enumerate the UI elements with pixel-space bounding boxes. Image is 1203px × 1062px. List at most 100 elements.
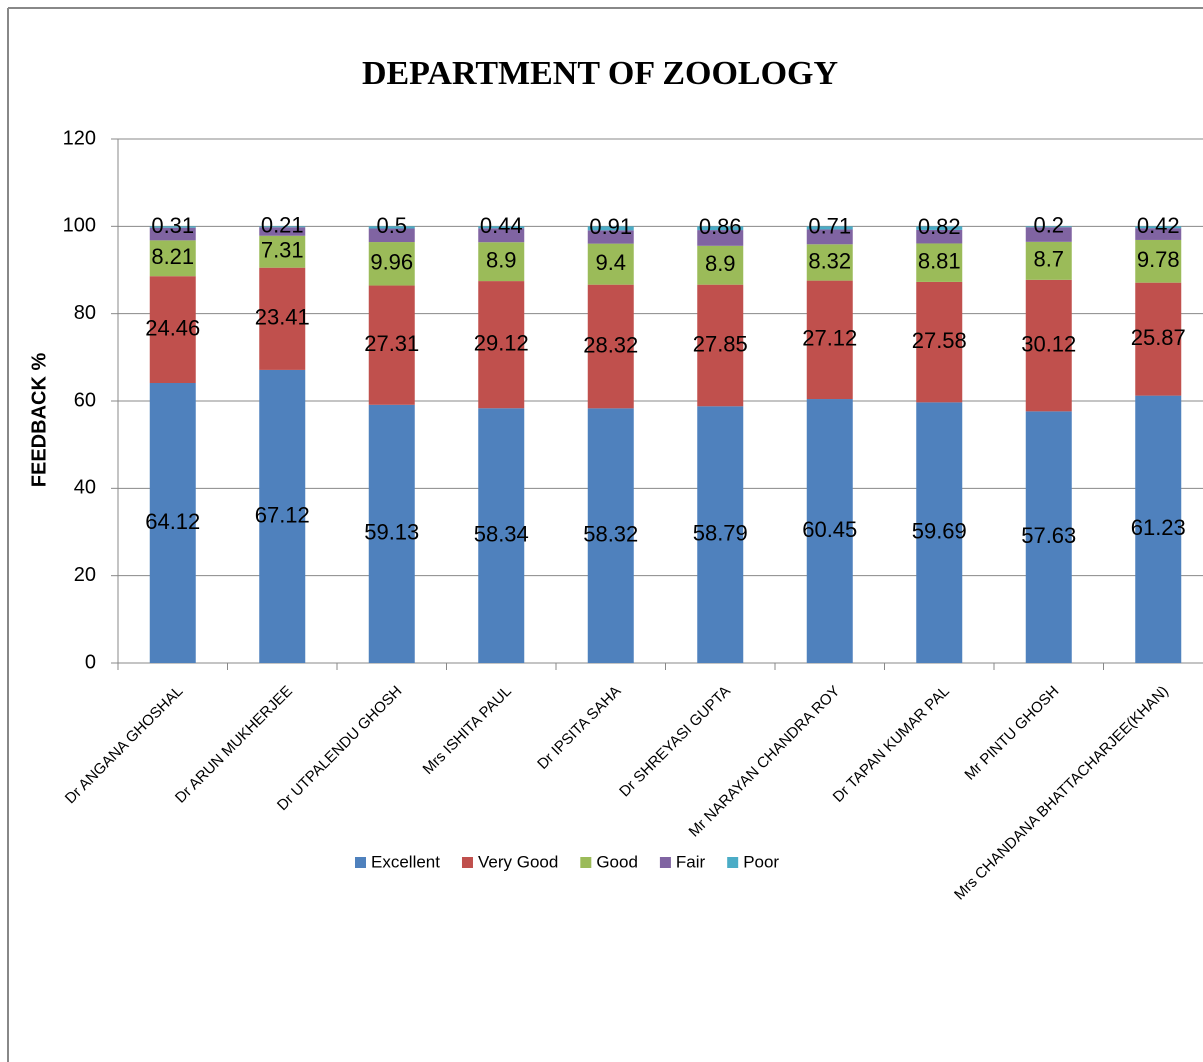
data-label: 8.21	[151, 244, 194, 269]
bar-segment	[149, 227, 196, 241]
y-tick-label: 80	[74, 302, 96, 324]
bar-segment	[697, 226, 744, 231]
bar-segment	[259, 235, 306, 268]
x-tick-label: Dr ARUN MUKHERJEE	[172, 683, 296, 807]
data-label: 24.46	[145, 315, 200, 340]
data-label: 0.71	[808, 214, 851, 239]
y-tick-label: 100	[63, 215, 96, 237]
data-label: 0.91	[589, 214, 632, 239]
data-label: 57.63	[1021, 523, 1076, 548]
bar-segment	[1135, 228, 1182, 240]
bar-segment	[806, 226, 853, 230]
data-label: 58.34	[474, 521, 529, 546]
x-tick-label: Dr SHREYASI GUPTA	[616, 683, 734, 801]
bar-segment	[916, 226, 963, 230]
data-label: 0.82	[918, 214, 961, 239]
bar-segment	[149, 226, 196, 228]
data-label: 8.32	[808, 248, 851, 273]
bar-segment	[259, 226, 306, 228]
data-label: 58.32	[583, 521, 638, 546]
legend-swatch	[461, 857, 473, 868]
bar-segment	[697, 406, 744, 663]
data-label: 59.69	[912, 518, 967, 543]
data-label: 0.31	[151, 213, 194, 238]
legend-swatch	[580, 857, 592, 868]
data-label: 27.12	[802, 326, 857, 351]
data-label: 8.7	[1033, 247, 1064, 272]
y-tick-label: 40	[74, 477, 96, 499]
bar-segment	[368, 228, 415, 243]
bar-segment	[806, 244, 853, 281]
bar-segment	[149, 240, 196, 277]
bar-segment	[806, 280, 853, 400]
legend-label: Fair	[676, 852, 706, 871]
data-label: 27.31	[364, 331, 419, 356]
y-tick-label: 60	[74, 389, 96, 411]
legend-label: Excellent	[371, 852, 440, 871]
data-label: 23.41	[255, 305, 310, 330]
bar-segment	[806, 229, 853, 245]
bar-segment	[368, 242, 415, 286]
bar-segment	[806, 399, 853, 663]
bar-segment	[587, 230, 634, 244]
legend-label: Very Good	[478, 852, 558, 871]
bar-segment	[368, 226, 415, 229]
data-label: 0.2	[1033, 213, 1064, 238]
data-label: 64.12	[145, 509, 200, 534]
legend-label: Poor	[743, 852, 779, 871]
bar-segment	[1025, 241, 1072, 280]
bar-segment	[368, 404, 415, 663]
x-tick-label: Dr TAPAN KUMAR PAL	[830, 683, 953, 806]
chart-title: DEPARTMENT OF ZOOLOGY	[362, 55, 838, 92]
y-tick-label: 0	[85, 651, 96, 673]
bar-segment	[478, 228, 525, 243]
bar-segment	[697, 230, 744, 246]
x-tick-label: Dr UTPALENDU GHOSH	[274, 683, 405, 814]
bar-segment	[478, 242, 525, 282]
bar-segment	[478, 281, 525, 409]
bar-segment	[697, 284, 744, 407]
data-label: 8.81	[918, 248, 961, 273]
y-tick-label: 120	[63, 127, 96, 149]
data-label: 27.58	[912, 328, 967, 353]
bar-segment	[1025, 226, 1072, 228]
data-label: 8.9	[705, 251, 736, 276]
data-label: 7.31	[261, 238, 304, 263]
data-label: 58.79	[693, 520, 748, 545]
legend-label: Good	[596, 852, 638, 871]
bar-segment	[149, 276, 196, 384]
data-label: 61.23	[1131, 515, 1186, 540]
bar-segment	[368, 285, 415, 405]
bar-segment	[1025, 227, 1072, 242]
data-label: 9.4	[595, 250, 626, 275]
bar-segment	[587, 243, 634, 285]
data-label: 0.21	[261, 213, 304, 238]
bar-segment	[916, 243, 963, 282]
bar-segment	[1025, 411, 1072, 663]
bar-segment	[149, 383, 196, 663]
data-label: 25.87	[1131, 325, 1186, 350]
data-label: 0.86	[699, 214, 742, 239]
bar-segment	[1135, 395, 1182, 663]
data-label: 8.9	[486, 247, 517, 272]
x-tick-label: Mrs ISHITA PAUL	[420, 683, 515, 778]
data-label: 29.12	[474, 330, 529, 355]
data-label: 60.45	[802, 517, 857, 542]
data-label: 27.85	[693, 331, 748, 356]
bar-segment	[259, 369, 306, 663]
bar-segment	[1135, 239, 1182, 283]
bar-segment	[1135, 226, 1182, 229]
legend-swatch	[659, 857, 671, 868]
y-axis-label: FEEDBACK %	[28, 353, 50, 488]
data-label: 9.96	[370, 250, 413, 275]
bar-segment	[587, 408, 634, 663]
legend-swatch	[727, 857, 739, 868]
data-label: 28.32	[583, 332, 638, 357]
x-tick-label: Mr PINTU GHOSH	[961, 683, 1062, 784]
data-label: 0.44	[480, 213, 523, 238]
y-tick-label: 20	[74, 564, 96, 586]
bar-segment	[478, 408, 525, 663]
bar-segment	[587, 226, 634, 231]
bar-segment	[259, 227, 306, 236]
bar-segment	[916, 281, 963, 403]
